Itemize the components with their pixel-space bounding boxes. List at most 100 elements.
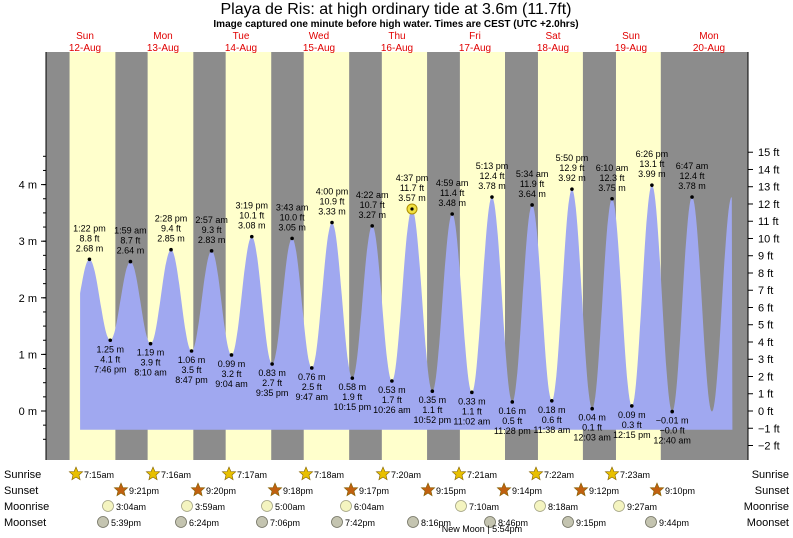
day-name: Sun bbox=[76, 31, 94, 42]
chart-subtitle: Image captured one minute before high wa… bbox=[213, 19, 578, 30]
sunrise-time: 7:23am bbox=[620, 470, 650, 480]
tide-time-label: 11:38 am bbox=[533, 425, 570, 435]
tide-meter-label: 3.92 m bbox=[558, 173, 586, 183]
tide-meter-label: 3.57 m bbox=[398, 193, 426, 203]
tide-meter-label: 1.06 m bbox=[178, 355, 206, 365]
tide-meter-label: 0.16 m bbox=[499, 406, 527, 416]
tide-point bbox=[128, 259, 133, 264]
tide-meter-label: 3.78 m bbox=[478, 181, 506, 191]
tide-feet-label: 4.1 ft bbox=[100, 354, 121, 364]
tide-point bbox=[148, 341, 153, 346]
sunset-icon bbox=[420, 482, 436, 497]
tide-meter-label: 2.64 m bbox=[117, 246, 145, 256]
tide-feet-label: 10.0 ft bbox=[280, 212, 306, 222]
tide-feet-label: 1.9 ft bbox=[342, 392, 363, 402]
right-tick-label: 3 ft bbox=[758, 354, 773, 366]
tide-feet-label: 3.9 ft bbox=[141, 358, 162, 368]
right-tick-label: 4 ft bbox=[758, 337, 773, 349]
sunset-icon bbox=[573, 482, 589, 497]
tide-time-label: 4:37 pm bbox=[396, 173, 429, 183]
tide-meter-label: 0.04 m bbox=[578, 413, 606, 423]
sunrise-icon bbox=[528, 466, 544, 481]
tide-meter-label: 0.83 m bbox=[258, 368, 286, 378]
tide-time-label: 7:46 pm bbox=[94, 364, 127, 374]
tide-meter-label: 3.75 m bbox=[598, 183, 626, 193]
row-label-left: Moonrise bbox=[4, 501, 49, 513]
tide-meter-label: −0.01 m bbox=[656, 416, 689, 426]
day-date: 15-Aug bbox=[303, 43, 335, 54]
tide-feet-label: 2.7 ft bbox=[262, 378, 283, 388]
sunset-icon bbox=[267, 482, 283, 497]
tide-time-label: 11:02 am bbox=[453, 416, 490, 426]
moon-phase-note: New Moon | 5:54pm bbox=[442, 524, 522, 534]
moonrise-time: 7:10am bbox=[469, 502, 499, 512]
tide-area bbox=[80, 185, 733, 430]
moonrise-time: 3:04am bbox=[116, 502, 146, 512]
day-date: 20-Aug bbox=[693, 43, 725, 54]
tide-point bbox=[87, 257, 92, 262]
tide-point bbox=[590, 406, 594, 411]
day-date: 13-Aug bbox=[147, 43, 179, 54]
moonrise-icon bbox=[613, 500, 625, 512]
tide-point bbox=[229, 353, 234, 357]
tide-feet-label: 1.7 ft bbox=[382, 395, 403, 405]
tide-time-label: 2:57 am bbox=[195, 215, 228, 225]
right-tick-label: −2 ft bbox=[758, 441, 780, 453]
tide-time-label: 3:43 am bbox=[276, 202, 309, 212]
sunrise-time: 7:21am bbox=[467, 470, 497, 480]
tide-point bbox=[249, 234, 254, 239]
right-tick-label: 5 ft bbox=[758, 320, 773, 332]
moonrise-time: 8:18am bbox=[548, 502, 578, 512]
tide-meter-label: 0.33 m bbox=[458, 396, 486, 406]
tide-point bbox=[549, 399, 554, 403]
tide-meter-label: 0.99 m bbox=[218, 359, 246, 369]
tide-point bbox=[290, 236, 294, 241]
sun-moon-rows: Sunrise Sunrise Sunset Sunset Moonrise Moonri… bbox=[4, 466, 789, 529]
sunrise-time: 7:17am bbox=[237, 470, 267, 480]
tide-point bbox=[209, 249, 214, 253]
tide-meter-label: 0.58 m bbox=[339, 382, 367, 392]
tide-point bbox=[350, 376, 355, 380]
tide-point bbox=[390, 379, 394, 383]
sunset-time: 9:15pm bbox=[436, 486, 466, 496]
tide-point bbox=[650, 183, 654, 187]
moonset-time: 9:44pm bbox=[659, 518, 689, 528]
tide-point bbox=[610, 196, 614, 201]
day-headers: Sun12-AugMon13-AugTue14-AugWed15-AugThu1… bbox=[69, 31, 725, 54]
moonset-icon bbox=[256, 516, 268, 528]
tide-meter-label: 1.19 m bbox=[137, 348, 165, 358]
tide-feet-label: 11.4 ft bbox=[440, 188, 465, 198]
moonset-time: 6:24pm bbox=[189, 518, 219, 528]
tide-feet-label: 0.5 ft bbox=[502, 416, 523, 426]
sunrise-icon bbox=[375, 466, 391, 481]
sunset-icon bbox=[113, 482, 129, 497]
right-tick-label: 15 ft bbox=[758, 147, 779, 159]
tide-meter-label: 3.48 m bbox=[438, 198, 466, 208]
tide-time-label: 1:22 pm bbox=[73, 223, 106, 233]
moonset-time: 7:06pm bbox=[270, 518, 300, 528]
tide-time-label: 8:10 am bbox=[134, 368, 167, 378]
tide-time-label: 1:59 am bbox=[114, 226, 147, 236]
tide-point bbox=[450, 212, 454, 216]
tide-feet-label: 9.4 ft bbox=[161, 224, 182, 234]
tide-meter-label: 0.18 m bbox=[538, 405, 566, 415]
right-tick-label: −1 ft bbox=[758, 423, 780, 435]
tide-feet-label: 9.3 ft bbox=[202, 225, 223, 235]
tide-meter-label: 2.85 m bbox=[157, 234, 185, 244]
tide-time-label: 6:10 am bbox=[596, 163, 629, 173]
sunrise-time: 7:22am bbox=[544, 470, 574, 480]
row-label-left: Moonset bbox=[4, 517, 46, 529]
tide-time-label: 12:15 pm bbox=[613, 430, 651, 440]
tide-point bbox=[189, 349, 194, 353]
moonrise-icon bbox=[455, 500, 467, 512]
sunrise-icon bbox=[68, 466, 84, 481]
tide-point bbox=[470, 390, 474, 395]
left-tick-label: 1 m bbox=[19, 349, 37, 361]
day-name: Sat bbox=[545, 31, 560, 42]
tide-feet-label: 2.5 ft bbox=[302, 382, 323, 392]
right-tick-label: 8 ft bbox=[758, 268, 773, 280]
sunset-time: 9:18pm bbox=[283, 486, 313, 496]
tide-feet-label: 12.9 ft bbox=[559, 163, 585, 173]
right-tick-label: 7 ft bbox=[758, 285, 773, 297]
